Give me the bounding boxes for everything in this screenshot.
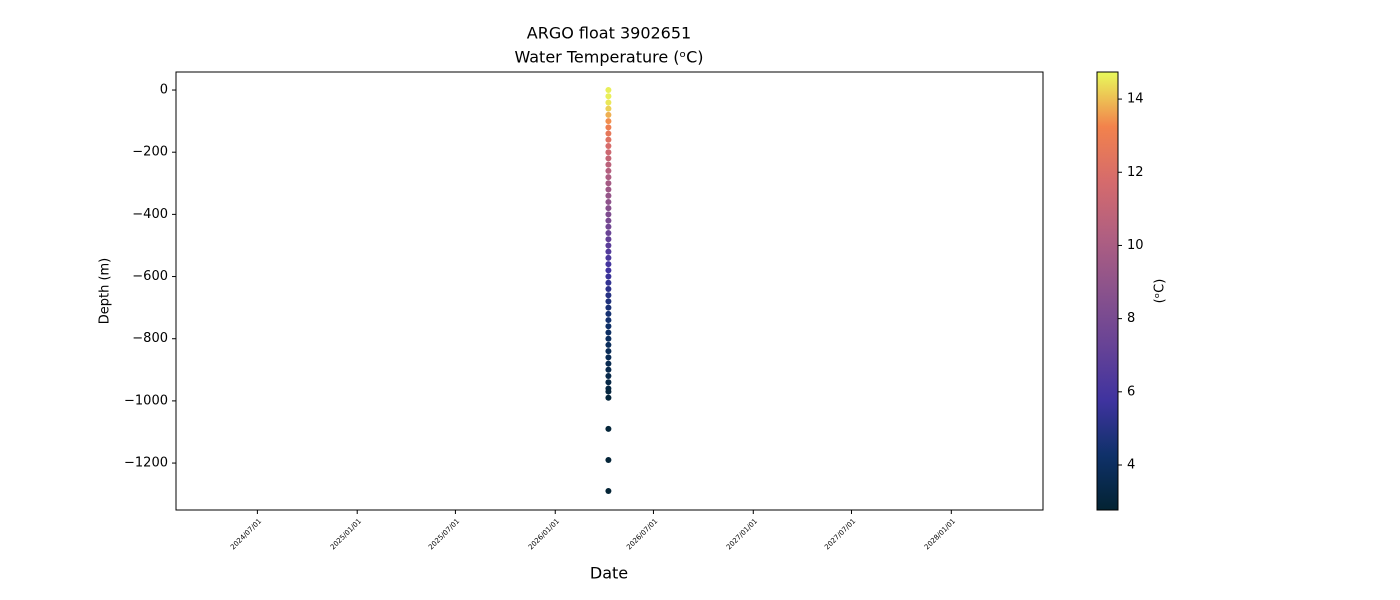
point: [605, 186, 612, 193]
point: [605, 217, 612, 224]
point: [605, 379, 612, 386]
y-tick-label: −600: [132, 269, 168, 284]
point: [605, 354, 612, 361]
point: [605, 136, 612, 143]
point: [605, 167, 612, 174]
colorbar-tick-label: 4: [1127, 457, 1135, 472]
point: [605, 242, 612, 249]
point: [605, 329, 612, 336]
point: [605, 488, 612, 495]
point: [605, 267, 612, 274]
x-tick-label: 2025/01/01: [329, 517, 363, 551]
plot-frame: [175, 71, 1044, 511]
point: [605, 254, 612, 261]
point: [605, 99, 612, 106]
colorbar: [1096, 71, 1119, 511]
point: [605, 248, 612, 255]
point: [605, 93, 612, 100]
point: [605, 223, 612, 230]
point: [605, 348, 612, 355]
y-tick-label: −200: [132, 145, 168, 160]
x-tick-label: 2026/01/01: [527, 517, 561, 551]
chart-title: ARGO float 3902651: [527, 24, 691, 43]
x-tick-label: 2024/07/01: [229, 517, 263, 551]
y-tick-label: −800: [132, 331, 168, 346]
y-axis-label: Depth (m): [98, 258, 113, 325]
colorbar-tick-label: 12: [1127, 165, 1144, 180]
point: [605, 388, 612, 395]
point: [605, 111, 612, 118]
y-tick-label: −400: [132, 207, 168, 222]
point: [605, 192, 612, 199]
point: [605, 155, 612, 162]
point: [605, 298, 612, 305]
point: [605, 335, 612, 342]
point: [605, 105, 612, 112]
point: [605, 161, 612, 168]
colorbar-tick-label: 14: [1127, 92, 1144, 107]
point: [605, 341, 612, 348]
point: [605, 118, 612, 125]
x-tick-label: 2027/07/01: [823, 517, 857, 551]
point: [605, 124, 612, 131]
point: [605, 130, 612, 137]
point: [605, 261, 612, 268]
point: [605, 317, 612, 324]
point: [605, 310, 612, 317]
point: [605, 366, 612, 373]
x-axis-label: Date: [590, 564, 628, 583]
point: [605, 149, 612, 156]
point: [605, 285, 612, 292]
point: [605, 279, 612, 286]
point: [605, 236, 612, 243]
y-tick-label: −1200: [124, 456, 168, 471]
point: [605, 87, 612, 94]
point: [605, 360, 612, 367]
y-tick-label: 0: [160, 83, 168, 98]
x-tick-label: 2025/07/01: [427, 517, 461, 551]
point: [605, 456, 612, 463]
point: [605, 292, 612, 299]
point: [605, 425, 612, 432]
colorbar-tick-label: 10: [1127, 238, 1144, 253]
colorbar-label: (ᵒC): [1153, 279, 1168, 304]
point: [605, 323, 612, 330]
x-tick-label: 2028/01/01: [923, 517, 957, 551]
colorbar-tick-label: 8: [1127, 311, 1135, 326]
point: [605, 211, 612, 218]
point: [605, 198, 612, 205]
point: [605, 230, 612, 237]
point: [605, 174, 612, 181]
point: [605, 373, 612, 380]
point: [605, 394, 612, 401]
point: [605, 205, 612, 212]
point: [605, 304, 612, 311]
point: [605, 180, 612, 187]
point: [605, 273, 612, 280]
x-tick-label: 2026/07/01: [625, 517, 659, 551]
chart-subtitle: Water Temperature (ᵒC): [514, 48, 703, 67]
point: [605, 142, 612, 149]
x-tick-label: 2027/01/01: [725, 517, 759, 551]
y-tick-label: −1000: [124, 393, 168, 408]
colorbar-tick-label: 6: [1127, 384, 1135, 399]
